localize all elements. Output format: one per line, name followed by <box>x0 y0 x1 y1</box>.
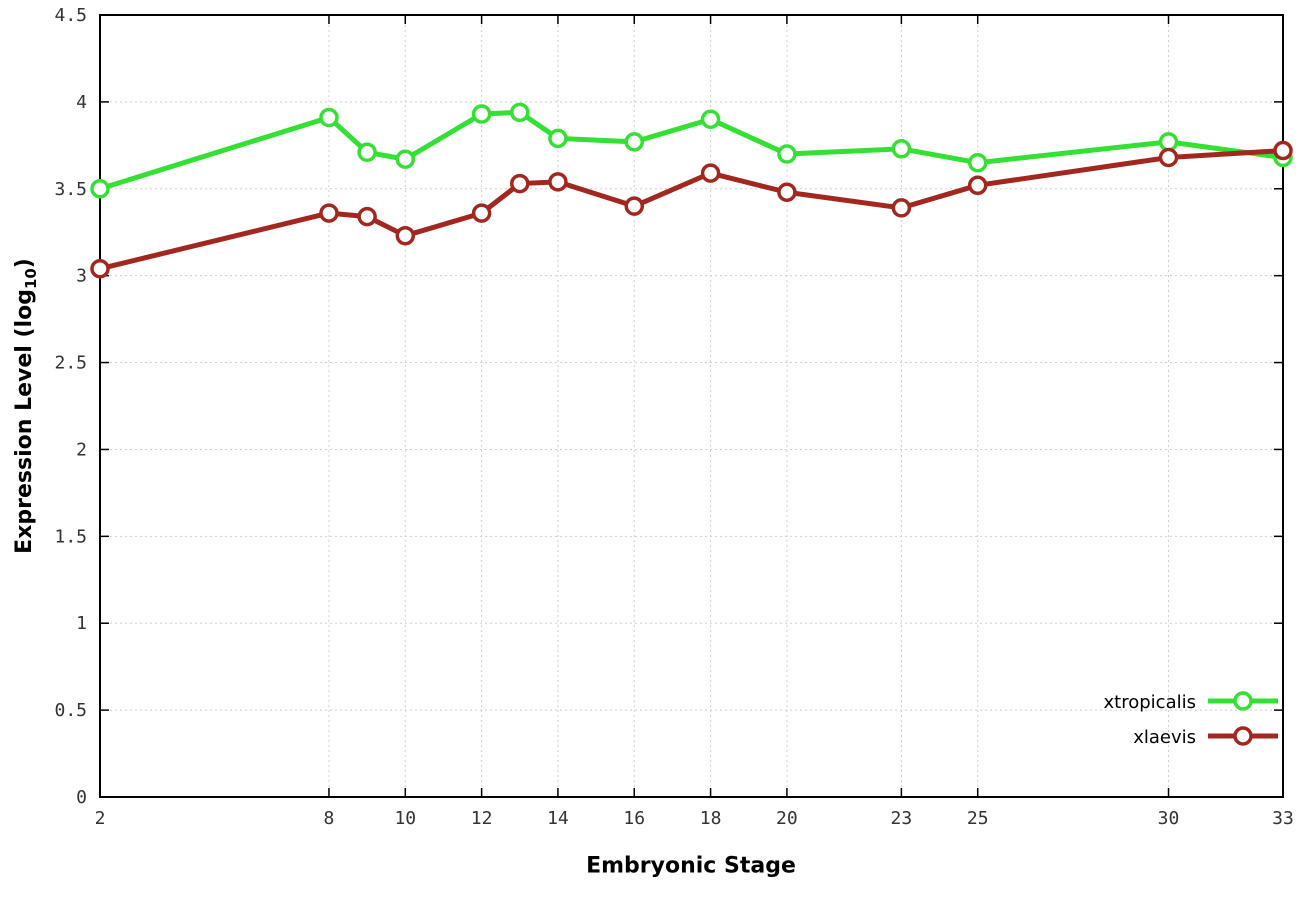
series-line-xtropicalis <box>97 109 1286 192</box>
x-tick-label: 30 <box>1158 808 1180 829</box>
y-tick-label: 1 <box>76 613 87 634</box>
data-point-xtropicalis <box>395 149 416 169</box>
data-point-xlaevis <box>510 173 530 194</box>
legend-label-xtropicalis: xtropicalis <box>1104 692 1196 713</box>
data-point-xtropicalis <box>357 142 377 163</box>
data-point-xtropicalis <box>624 132 645 152</box>
legend-marker-xtropicalis <box>1233 691 1253 711</box>
data-point-xlaevis <box>967 175 988 196</box>
x-axis-label: Embryonic Stage <box>586 853 796 879</box>
data-point-xlaevis <box>357 206 377 227</box>
x-tick-label: 25 <box>967 808 989 829</box>
y-tick-label: 1.5 <box>54 526 87 547</box>
x-tick-label: 14 <box>547 808 569 829</box>
x-tick-label: 18 <box>700 808 722 829</box>
data-point-xlaevis <box>319 203 339 223</box>
data-point-xtropicalis <box>319 107 339 128</box>
data-point-xtropicalis <box>700 109 721 130</box>
data-point-xtropicalis <box>471 104 492 124</box>
x-tick-label: 8 <box>324 808 335 829</box>
legend-marker-xlaevis <box>1233 726 1253 746</box>
y-axis-label: Expression Level (log10) <box>12 258 40 554</box>
x-tick-label: 20 <box>776 808 798 829</box>
x-tick-label: 23 <box>891 808 913 829</box>
data-point-xlaevis <box>624 196 645 216</box>
data-point-xlaevis <box>891 198 912 218</box>
data-point-xlaevis <box>548 172 568 192</box>
y-tick-label: 4.5 <box>54 5 87 26</box>
x-tick-label: 2 <box>95 808 106 829</box>
data-point-xlaevis <box>1158 147 1179 168</box>
data-point-xtropicalis <box>548 128 568 149</box>
y-tick-label: 0 <box>76 787 87 808</box>
data-point-xlaevis <box>700 163 721 183</box>
y-axis-label-subscript: 10 <box>22 268 41 290</box>
data-point-xtropicalis <box>90 179 110 199</box>
legend-label-xlaevis: xlaevis <box>1133 727 1196 748</box>
y-tick-label: 2.5 <box>54 353 87 374</box>
x-tick-label: 33 <box>1272 808 1294 829</box>
data-point-xtropicalis <box>1158 132 1179 152</box>
y-tick-label: 4 <box>76 92 87 113</box>
y-axis-label-suffix: ) <box>11 258 37 269</box>
data-point-xlaevis <box>471 203 492 223</box>
y-tick-label: 2 <box>76 439 87 460</box>
data-point-xlaevis <box>395 225 416 246</box>
y-tick-label: 3 <box>76 266 87 287</box>
data-point-xlaevis <box>777 182 797 203</box>
series-line-xlaevis <box>97 148 1286 272</box>
y-tick-label: 0.5 <box>54 700 87 721</box>
x-tick-label: 12 <box>471 808 493 829</box>
y-axis-label-text: Expression Level (log <box>11 289 37 554</box>
x-tick-label: 16 <box>623 808 645 829</box>
data-point-xtropicalis <box>967 152 988 173</box>
data-point-xlaevis <box>1273 140 1293 161</box>
y-tick-label: 3.5 <box>54 179 87 200</box>
data-point-xtropicalis <box>891 139 912 159</box>
plot-border <box>99 14 1284 798</box>
data-point-xtropicalis <box>777 144 797 164</box>
data-point-xtropicalis <box>510 102 530 123</box>
data-point-xlaevis <box>90 258 110 279</box>
x-tick-label: 10 <box>394 808 416 829</box>
